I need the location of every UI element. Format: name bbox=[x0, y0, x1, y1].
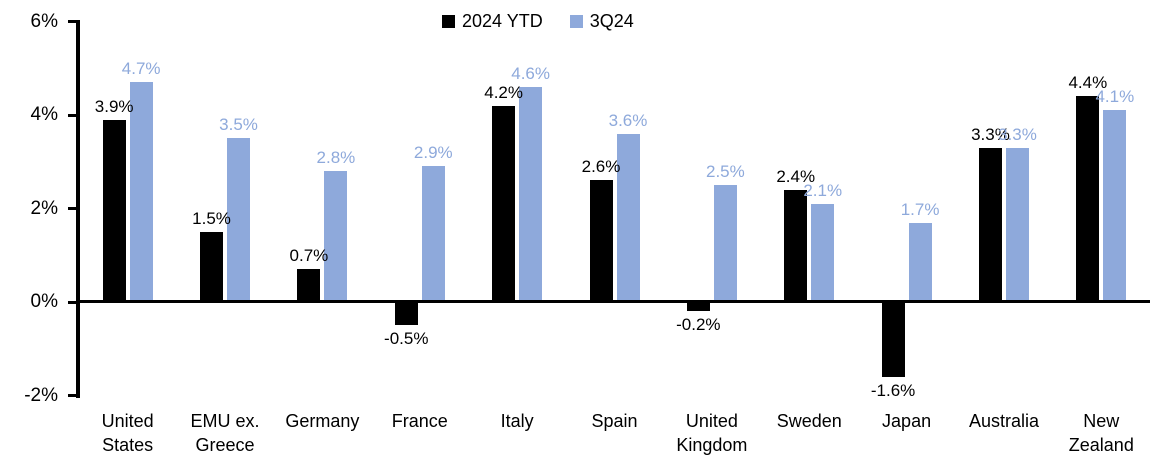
data-label-3q24: 2.8% bbox=[316, 148, 356, 168]
bar-2024ytd bbox=[492, 105, 516, 302]
data-label-2024ytd: -0.5% bbox=[384, 329, 429, 349]
bar-2024ytd bbox=[589, 180, 613, 302]
bar-3q24 bbox=[1103, 110, 1127, 302]
data-label-2024ytd: 2.4% bbox=[776, 166, 816, 186]
data-label-3q24: 1.7% bbox=[900, 199, 940, 219]
data-label-3q24: 2.5% bbox=[705, 162, 745, 182]
x-axis-category-label: Sweden bbox=[776, 411, 842, 431]
x-axis-category-label: New Zealand bbox=[1068, 411, 1134, 455]
data-label-2024ytd: -0.2% bbox=[676, 315, 721, 335]
bar-2024ytd bbox=[784, 189, 808, 302]
bar-2024ytd bbox=[102, 119, 126, 302]
x-axis-category-label: Australia bbox=[968, 411, 1039, 431]
data-label-3q24: 4.7% bbox=[121, 59, 161, 79]
bar-3q24 bbox=[1005, 147, 1029, 302]
bar-2024ytd bbox=[394, 302, 418, 326]
legend-item-label: 3Q24 bbox=[589, 11, 634, 31]
legend-item-2024ytd: 2024 YTD bbox=[442, 11, 543, 32]
legend-swatch-icon bbox=[569, 15, 583, 28]
bar-3q24 bbox=[324, 171, 348, 302]
legend-item-label: 2024 YTD bbox=[462, 11, 543, 31]
y-axis-tick bbox=[68, 113, 77, 117]
data-label-3q24: 4.1% bbox=[1095, 87, 1135, 107]
x-axis-category-label: United Kingdom bbox=[676, 411, 748, 455]
bar-2024ytd bbox=[200, 231, 224, 302]
x-axis-line bbox=[77, 300, 1150, 303]
bar-2024ytd bbox=[881, 302, 905, 377]
data-label-3q24: 3.6% bbox=[608, 110, 648, 130]
y-axis-tick bbox=[68, 300, 77, 304]
x-axis-category-label: United States bbox=[101, 411, 154, 455]
data-label-3q24: 2.1% bbox=[803, 180, 843, 200]
bar-2024ytd bbox=[978, 147, 1002, 302]
bar-3q24 bbox=[713, 185, 737, 302]
x-axis-category-label: Spain bbox=[591, 411, 638, 431]
bar-3q24 bbox=[129, 82, 153, 302]
x-axis-category-label: France bbox=[391, 411, 448, 431]
legend-swatch-icon bbox=[442, 15, 455, 28]
bar-3q24 bbox=[908, 222, 932, 302]
bar-3q24 bbox=[616, 133, 640, 302]
data-label-3q24: 3.3% bbox=[998, 124, 1037, 144]
data-label-3q24: 4.6% bbox=[511, 63, 550, 83]
bar-3q24 bbox=[519, 86, 543, 302]
y-axis-tick bbox=[68, 394, 77, 397]
data-label-2024ytd: 3.3% bbox=[971, 124, 1010, 144]
bar-3q24 bbox=[811, 203, 835, 302]
y-axis-tick-label: -2% bbox=[24, 384, 58, 406]
x-axis-category-label: EMU ex. Greece bbox=[190, 411, 260, 455]
x-axis-category-label: Japan bbox=[882, 411, 932, 431]
y-axis-tick bbox=[68, 20, 77, 23]
x-axis-category-label: Germany bbox=[285, 411, 360, 431]
x-axis-category-label: Italy bbox=[500, 411, 534, 431]
y-axis-tick bbox=[68, 207, 77, 210]
bar-2024ytd bbox=[1076, 96, 1100, 302]
bar-3q24 bbox=[227, 138, 251, 302]
data-label-2024ytd: 2.6% bbox=[581, 157, 621, 177]
data-label-2024ytd: 0.7% bbox=[289, 246, 329, 266]
data-label-3q24: 2.9% bbox=[413, 143, 453, 163]
y-axis-tick-label: 2% bbox=[30, 197, 58, 219]
bar-2024ytd bbox=[686, 302, 710, 312]
y-axis-tick-label: 0% bbox=[30, 291, 58, 312]
y-axis-tick-label: 6% bbox=[30, 10, 58, 32]
bar-3q24 bbox=[421, 166, 445, 302]
y-axis-tick-label: 4% bbox=[30, 104, 58, 125]
data-label-2024ytd: -1.6% bbox=[870, 380, 916, 400]
data-label-2024ytd: 1.5% bbox=[192, 208, 231, 228]
data-label-3q24: 3.5% bbox=[219, 115, 258, 135]
data-label-2024ytd: 3.9% bbox=[94, 96, 134, 116]
data-label-2024ytd: 4.4% bbox=[1068, 73, 1108, 93]
legend-item-3q24: 3Q24 bbox=[569, 11, 634, 32]
chart-legend: 2024 YTD 3Q24 bbox=[442, 11, 634, 32]
bar-2024ytd bbox=[297, 269, 321, 302]
y-axis-line bbox=[76, 20, 80, 398]
data-label-2024ytd: 4.2% bbox=[484, 82, 523, 102]
